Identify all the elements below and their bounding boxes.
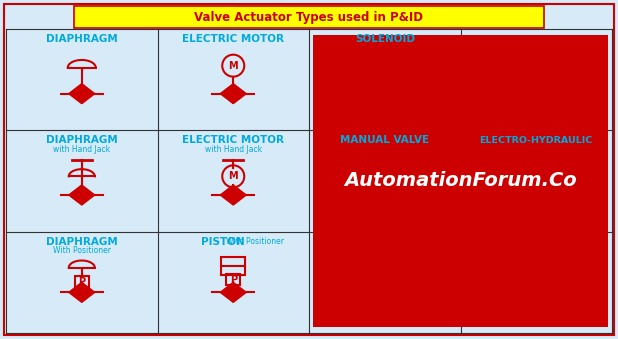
Text: Valve Actuator Types used in P&ID: Valve Actuator Types used in P&ID [195,11,423,23]
Bar [221,257,245,275]
Polygon shape [220,185,233,205]
Polygon shape [69,282,82,302]
Bar [226,274,240,285]
Text: With Positioner: With Positioner [53,246,111,255]
Text: with Hand Jack: with Hand Jack [53,145,110,154]
Polygon shape [220,282,233,302]
Bar [523,163,549,179]
Text: ELECTRIC MOTOR: ELECTRIC MOTOR [182,34,284,44]
Polygon shape [523,185,536,205]
Bar [74,6,544,28]
Text: M: M [229,171,238,181]
Polygon shape [523,84,536,104]
Text: DIAPHRAGM: DIAPHRAGM [46,34,117,44]
Polygon shape [233,84,246,104]
Bar [313,35,608,327]
Text: M: M [229,61,238,71]
Text: MANUAL VALVE: MANUAL VALVE [340,135,430,145]
Polygon shape [82,84,95,104]
Text: P: P [78,277,85,287]
Text: with Hand Jack: with Hand Jack [205,145,262,154]
Polygon shape [536,84,549,104]
Text: P: P [230,275,237,285]
Text: DIAPHRAGM: DIAPHRAGM [46,237,117,247]
Text: E/P: E/P [528,166,545,176]
Text: s: s [381,61,388,71]
Bar [524,56,548,76]
Text: AutomationForum.Co: AutomationForum.Co [344,172,577,191]
Bar [377,59,393,72]
Polygon shape [372,84,385,104]
Polygon shape [69,185,82,205]
Polygon shape [220,84,233,104]
Polygon shape [69,84,82,104]
Text: ELECTRIC MOTOR: ELECTRIC MOTOR [182,135,284,145]
Text: DIAPHRAGM: DIAPHRAGM [46,135,117,145]
Polygon shape [82,282,95,302]
Text: SOLENOID: SOLENOID [355,34,415,44]
Polygon shape [233,282,246,302]
Text: With Positioner: With Positioner [226,237,284,246]
Text: ELECTRO-HYDRAULIC: ELECTRO-HYDRAULIC [480,136,593,145]
Bar [75,276,89,287]
Text: PISTON: PISTON [201,237,245,247]
Polygon shape [385,185,398,205]
Polygon shape [385,84,398,104]
Polygon shape [233,185,246,205]
Polygon shape [82,185,95,205]
Polygon shape [536,185,549,205]
Polygon shape [372,185,385,205]
